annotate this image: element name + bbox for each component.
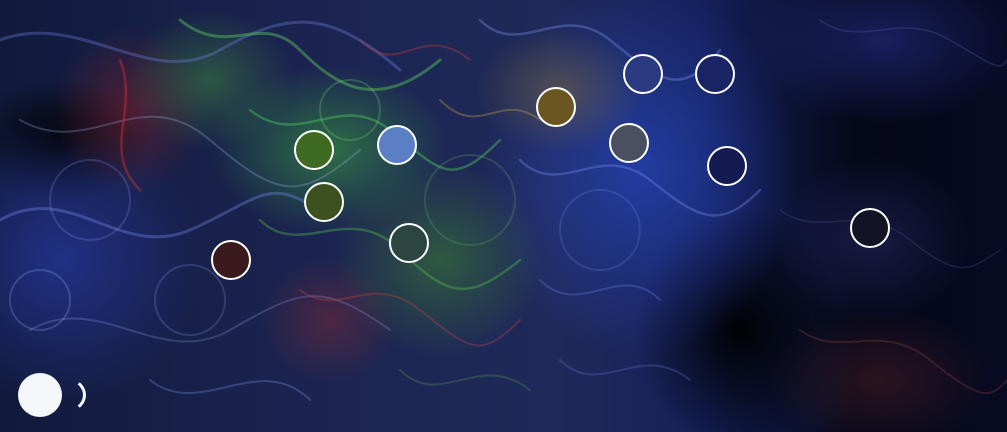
node-near-black[interactable] [850,208,890,248]
node-grey-slate[interactable] [609,123,649,163]
toggle-arc-icon [38,376,86,414]
node-olive-green[interactable] [294,130,334,170]
circle-toggle-button[interactable] [18,373,86,419]
node-dark-teal[interactable] [389,223,429,263]
node-dark-red[interactable] [211,240,251,280]
node-gold[interactable] [536,87,576,127]
node-dark-olive[interactable] [304,182,344,222]
node-light-blue[interactable] [377,125,417,165]
node-navy[interactable] [695,54,735,94]
node-dark-navy[interactable] [707,146,747,186]
node-royal-blue[interactable] [623,54,663,94]
